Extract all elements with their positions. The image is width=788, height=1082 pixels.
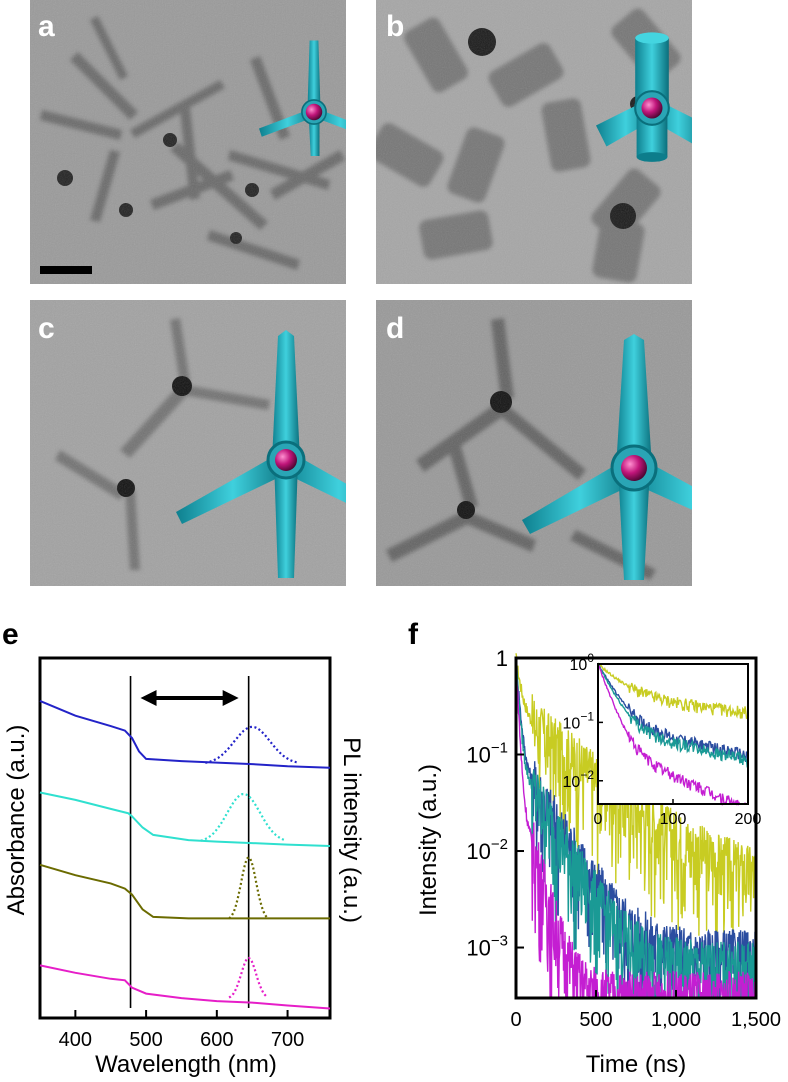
tem-panel-a [30, 0, 346, 284]
chart-e-xlabel: Wavelength (nm) [95, 1051, 277, 1078]
chart-e-xtick-label: 400 [59, 1029, 92, 1051]
chart-f-ticks: 1 10−1 10−2 10−3 0 500 1,000 1,500 [466, 646, 781, 1031]
inset-background [598, 664, 748, 804]
chart-e-plot-area [38, 656, 332, 1020]
chart-f-ytick-label: 10−1 [466, 740, 508, 768]
chart-f-ytick-label: 10−3 [466, 933, 508, 961]
inset-decay-line-decay_magenta [597, 664, 748, 807]
chart-e-x-ticks: 400 500 600 700 [59, 1010, 304, 1051]
inset-xtick-label: 100 [660, 811, 687, 828]
absorbance-line-cyan [39, 791, 331, 847]
chart-e-ylabel-right: PL intensity (a.u.) [338, 737, 365, 923]
panel-label-f: f [408, 618, 418, 651]
double-arrow-head-right [222, 690, 239, 706]
chart-e-ylabel-left: Absorbance (a.u.) [3, 725, 30, 916]
tem-image-c [30, 300, 346, 586]
tetrapod-model-icon [596, 32, 692, 162]
chart-f-xtick-label: 1,000 [651, 1009, 701, 1031]
chart-f-xtick-label: 1,500 [731, 1009, 781, 1031]
pl-line-cyan [200, 792, 286, 842]
decay-line-decay_yellow [515, 653, 757, 939]
chart-e-absorbance-pl: Absorbance (a.u.) PL intensity (a.u.) Wa… [3, 656, 365, 1078]
pl-line-magenta [228, 956, 268, 999]
chart-f-plot-area [514, 653, 758, 1000]
double-arrow-head-left [140, 690, 157, 706]
tetrapod-model-icon [176, 330, 346, 578]
chart-e-frame [38, 656, 332, 1020]
inset-xtick-label: 200 [735, 811, 762, 828]
chart-f-xtick-label: 500 [579, 1009, 612, 1031]
inset-xtick-label: 0 [594, 811, 603, 828]
inset-decay-line-decay_blue [597, 663, 749, 763]
chart-f-inset: 100 10−1 10−2 0 100 200 [563, 651, 762, 828]
inset-ytick-label: 100 [570, 651, 595, 674]
chart-e-xtick-label: 700 [271, 1029, 304, 1051]
panel-label-d: d [386, 312, 405, 345]
chart-f-ytick-label: 1 [496, 646, 508, 671]
panel-label-c: c [38, 312, 55, 345]
panel-label-b: b [386, 10, 405, 43]
tem-image-a [30, 0, 346, 284]
chart-f-xlabel: Time (ns) [586, 1051, 686, 1078]
tem-panel-c [30, 300, 346, 586]
inset-decay-line-decay_yellow [597, 662, 749, 720]
chart-f-ylabel: Intensity (a.u.) [415, 764, 442, 916]
chart-e-xtick-label: 500 [129, 1029, 162, 1051]
chart-f-decay: Intensity (a.u.) Time (ns) 1 10−1 10−2 10−3… [415, 646, 781, 1078]
pl-line-blue [205, 725, 299, 764]
absorbance-line-olive [39, 863, 330, 920]
absorbance-line-magenta [39, 964, 331, 1010]
tem-panel-d [376, 300, 692, 586]
tetrapod-model-icon [259, 40, 346, 156]
chart-f-frame [514, 656, 758, 1000]
inset-decay-line-decay_teal [597, 662, 749, 768]
tetrapod-model-icon [522, 334, 692, 580]
chart-f-ytick-label: 10−2 [466, 836, 508, 864]
tem-panel-b [376, 0, 692, 284]
chart-e-xtick-label: 600 [200, 1029, 233, 1051]
chart-f-xtick-label: 0 [510, 1009, 521, 1031]
pl-line-olive [228, 856, 269, 920]
inset-ytick-label: 10−1 [563, 709, 595, 732]
tem-image-d [376, 300, 692, 586]
panel-label-e: e [2, 618, 19, 651]
panel-label-a: a [38, 10, 55, 43]
decay-line-decay_teal [515, 659, 757, 1000]
scale-bar-icon [40, 266, 92, 274]
inset-ytick-label: 10−2 [563, 768, 595, 791]
tem-image-b [376, 0, 692, 284]
absorbance-line-blue [39, 699, 331, 769]
